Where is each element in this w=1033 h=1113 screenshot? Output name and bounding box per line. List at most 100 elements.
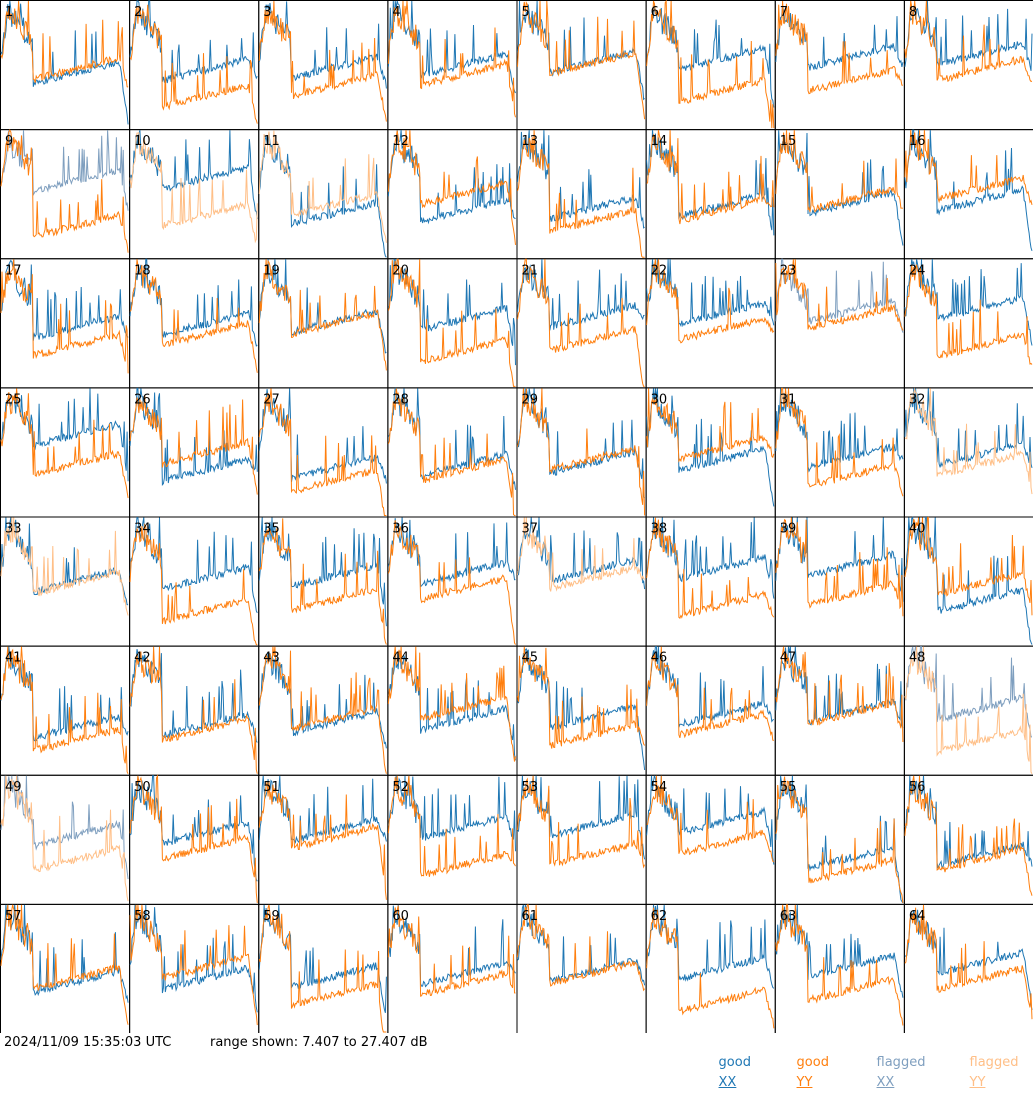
panel-label: 41 [5, 651, 22, 666]
series-line-flagged-yy [517, 517, 645, 592]
series-line-good-yy [517, 258, 645, 387]
panel-label: 55 [780, 780, 797, 795]
series-line-good-yy [129, 646, 258, 774]
panel-frame [903, 903, 1033, 1033]
series-line-good-yy [387, 775, 516, 877]
panel-label: 36 [392, 522, 409, 537]
series-line-flagged-yy [904, 387, 1033, 495]
legend-good-yy-word: good [796, 1055, 829, 1070]
panel-label: 63 [780, 909, 797, 924]
panel-label: 17 [5, 263, 22, 278]
panel-label: 47 [780, 651, 797, 666]
series-line-good-yy [646, 646, 774, 741]
series-line-good-yy [258, 781, 387, 900]
series-line-good-yy [646, 517, 775, 620]
footer: 2024/11/09 15:35:03 UTC range shown: 7.4… [0, 1033, 1033, 1090]
panel-label: 54 [651, 780, 668, 795]
panel-label: 10 [134, 134, 151, 149]
series-line-good-yy [775, 387, 904, 497]
panel-label: 27 [263, 392, 280, 407]
series-line-good-yy [258, 388, 387, 516]
panel-label: 57 [5, 909, 22, 924]
series-line-good-yy [0, 0, 129, 88]
panel-label: 62 [651, 909, 668, 924]
legend-flagged-yy-pol: YY [969, 1075, 986, 1090]
panel-label: 16 [909, 134, 926, 149]
legend-flagged-xx: flagged XX [860, 1033, 926, 1113]
panel-label: 20 [392, 263, 409, 278]
panel-label: 29 [522, 392, 539, 407]
series-line-flagged-xx [775, 258, 904, 333]
series-line-good-xx [258, 1, 387, 89]
series-line-good-xx [904, 129, 1033, 252]
panel-label: 26 [134, 392, 151, 407]
legend-good-xx-pol: XX [718, 1075, 737, 1090]
series-line-good-yy [646, 130, 775, 225]
series-line-good-yy [646, 0, 775, 129]
series-line-good-yy [129, 523, 258, 646]
series-line-good-yy [387, 0, 516, 118]
panel-label: 60 [392, 909, 409, 924]
panel-label: 31 [780, 392, 797, 407]
series-line-flagged-xx [0, 130, 129, 211]
panel-label: 18 [134, 263, 151, 278]
series-line-good-xx [517, 130, 645, 229]
legend-good-yy: good YY [780, 1033, 829, 1113]
legend-flagged-yy-word: flagged [969, 1055, 1019, 1070]
series-line-good-yy [775, 130, 903, 213]
series-line-good-xx [129, 0, 258, 84]
panel-label: 39 [780, 522, 797, 537]
series-line-good-yy [517, 775, 646, 869]
panel-label: 32 [909, 392, 926, 407]
series-line-flagged-yy [0, 775, 129, 902]
panel-label: 14 [651, 134, 668, 149]
series-line-good-xx [646, 130, 775, 236]
series-line-good-yy [775, 646, 904, 743]
series-line-good-xx [904, 0, 1033, 71]
series-line-good-yy [258, 904, 387, 1033]
panel-label: 19 [263, 263, 280, 278]
panel-label: 11 [263, 134, 280, 149]
series-line-good-yy [258, 518, 387, 645]
series-line-good-yy [775, 259, 904, 331]
panel-label: 9 [5, 134, 13, 149]
series-line-good-xx [517, 648, 646, 771]
series-line-flagged-yy [904, 646, 1033, 775]
panel-label: 52 [392, 780, 409, 795]
panel-label: 37 [522, 522, 539, 537]
panel-label: 38 [651, 522, 668, 537]
panel-label: 6 [651, 5, 659, 20]
series-line-good-xx [0, 0, 129, 125]
panel-label: 24 [909, 263, 926, 278]
series-line-good-xx [129, 387, 258, 486]
panel-label: 58 [134, 909, 151, 924]
panel-label: 56 [909, 780, 926, 795]
panel-label: 33 [5, 522, 22, 537]
series-line-good-yy [517, 646, 646, 749]
panel-label: 45 [522, 651, 539, 666]
panel-label: 12 [392, 134, 409, 149]
panel-label: 3 [263, 5, 271, 20]
series-line-good-xx [775, 775, 904, 904]
panel-label: 35 [263, 522, 280, 537]
series-line-good-yy [775, 776, 904, 903]
series-line-good-yy [904, 904, 1033, 1020]
panel-label: 4 [392, 5, 400, 20]
series-line-good-xx [0, 388, 129, 482]
panel-label: 43 [263, 651, 280, 666]
series-line-good-xx [387, 130, 516, 225]
panel-label: 61 [522, 909, 539, 924]
series-line-good-xx [904, 516, 1033, 645]
series-line-good-yy [258, 646, 387, 774]
panel-label: 2 [134, 5, 142, 20]
panel-label: 23 [780, 263, 797, 278]
legend-good-xx: good XX [702, 1033, 751, 1113]
panel-label: 50 [134, 780, 151, 795]
series-line-good-yy [0, 259, 129, 374]
series-line-good-yy [129, 4, 258, 124]
series-line-good-yy [775, 0, 903, 95]
panel-label: 15 [780, 134, 797, 149]
series-line-good-yy [0, 388, 129, 499]
series-line-flagged-yy [258, 130, 387, 243]
